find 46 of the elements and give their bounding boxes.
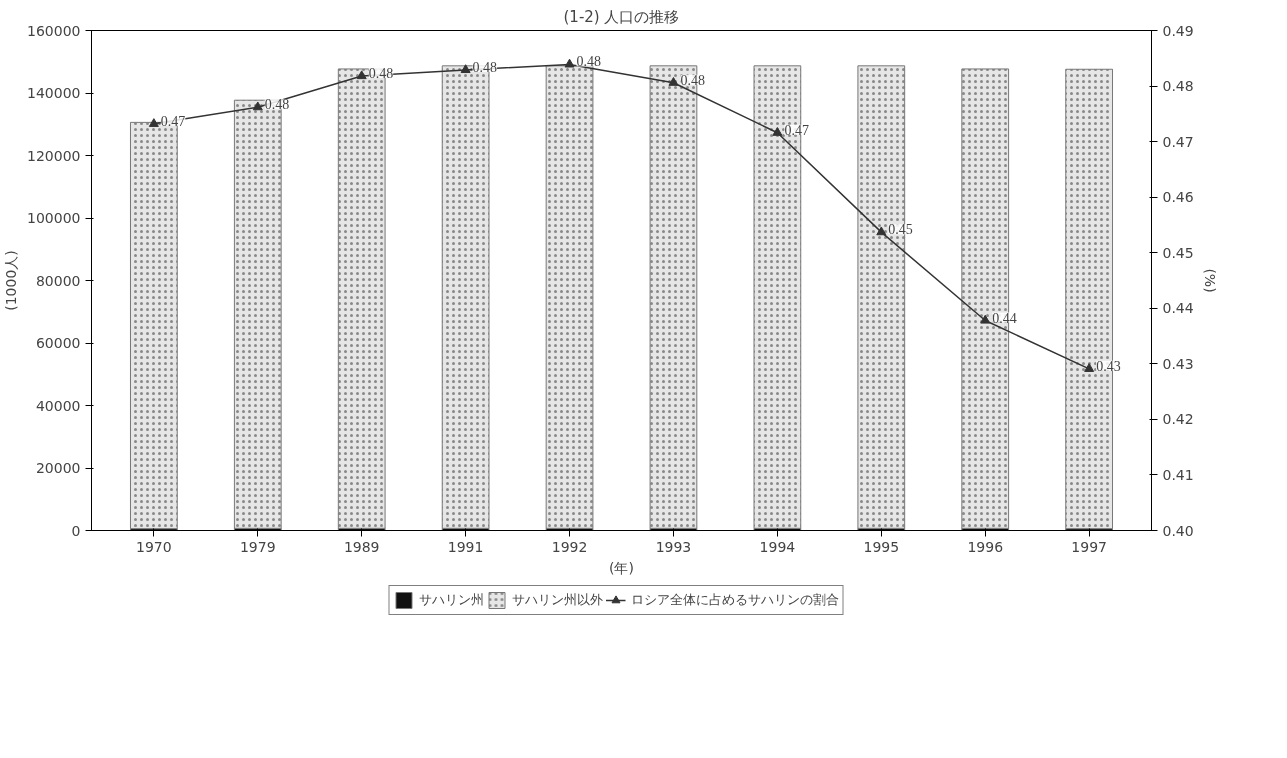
- data-label: 0.47: [784, 122, 809, 138]
- legend-label: サハリン州: [418, 591, 484, 609]
- x-tick-label: 1992: [551, 538, 588, 555]
- y2-tick-label: 0.45: [1162, 244, 1194, 261]
- y-tick-label: 0: [71, 522, 81, 539]
- y2-tick-label: 0.41: [1162, 466, 1194, 483]
- y-tick-label: 100000: [27, 210, 81, 226]
- data-label: 0.45: [888, 222, 913, 238]
- y2-tick-label: 0.43: [1162, 355, 1194, 372]
- data-label: 0.48: [576, 54, 602, 70]
- y-axis-title: (1000人): [3, 250, 20, 311]
- data-label: 0.48: [680, 72, 705, 88]
- y2-tick-label: 0.47: [1162, 133, 1194, 150]
- y-tick-label: 60000: [35, 335, 81, 351]
- y-tick-label: 120000: [27, 147, 81, 164]
- y2-axis-title: (%): [1201, 268, 1218, 293]
- y-tick-label: 80000: [35, 272, 81, 289]
- chart-title: (1-2) 人口の推移: [563, 7, 680, 26]
- x-tick-label: 1997: [1071, 538, 1107, 555]
- data-label: 0.44: [992, 310, 1017, 326]
- y2-tick-label: 0.48: [1162, 78, 1194, 95]
- y2-tick-label: 0.46: [1162, 189, 1194, 206]
- x-tick-label: 1996: [967, 538, 1004, 555]
- data-label: 0.47: [160, 113, 186, 129]
- data-label: 0.48: [368, 66, 394, 82]
- legend-label: サハリン州以外: [511, 591, 603, 609]
- x-tick-label: 1994: [759, 538, 796, 555]
- x-tick-label: 1989: [343, 538, 380, 555]
- y-tick-label: 140000: [27, 85, 81, 101]
- y2-tick-label: 0.44: [1162, 300, 1194, 317]
- x-tick-label: 1991: [447, 538, 484, 555]
- x-tick-label: 1970: [136, 538, 172, 555]
- data-label: 0.48: [264, 97, 290, 113]
- data-label: 0.43: [1096, 358, 1121, 374]
- y2-tick-label: 0.40: [1162, 522, 1194, 539]
- x-tick-label: 1993: [655, 538, 692, 555]
- y-tick-label: 40000: [35, 397, 81, 414]
- x-tick-label: 1979: [239, 538, 276, 555]
- data-label: 0.48: [472, 59, 498, 75]
- y2-tick-label: 0.42: [1162, 411, 1194, 428]
- y-tick-label: 160000: [27, 22, 81, 39]
- x-tick-label: 1995: [863, 538, 900, 555]
- legend-label: ロシア全体に占めるサハリンの割合: [630, 591, 839, 609]
- y-tick-label: 20000: [35, 460, 81, 476]
- x-axis-title: (年): [609, 559, 634, 576]
- y2-tick-label: 0.49: [1162, 22, 1194, 39]
